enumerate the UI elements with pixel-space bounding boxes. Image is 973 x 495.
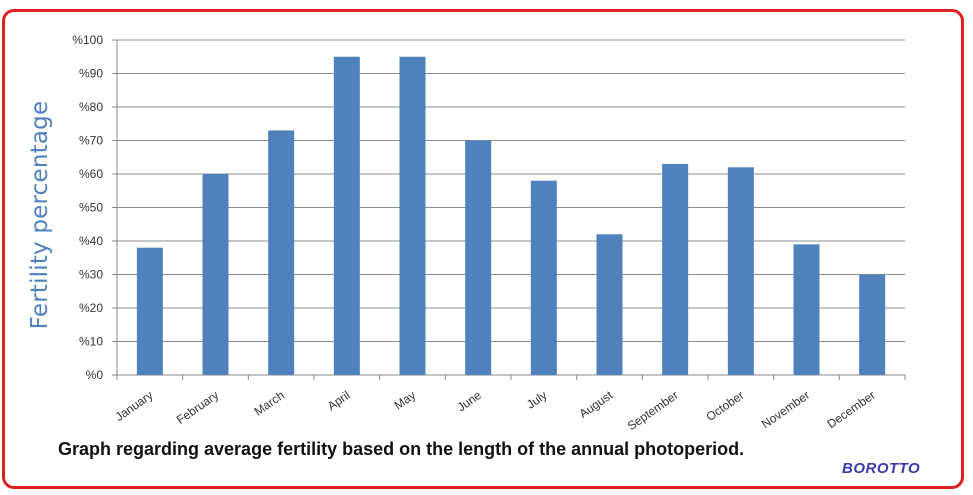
y-tick-label: %60 bbox=[79, 167, 103, 181]
x-tick-label: September bbox=[625, 388, 681, 433]
x-tick-label: May bbox=[392, 388, 419, 412]
y-tick-label: %20 bbox=[79, 301, 103, 315]
y-axis-label: Fertility percentage bbox=[27, 100, 53, 330]
y-tick-label: %50 bbox=[79, 201, 103, 215]
bar-march bbox=[268, 130, 295, 375]
x-tick-label: July bbox=[524, 388, 550, 412]
y-tick-label: %90 bbox=[79, 67, 103, 81]
x-tick-label: June bbox=[455, 388, 485, 415]
y-axis-ticks: %0 %10 %20 %30 %40 %50 %60 %70 %80 %90 %100 bbox=[72, 33, 103, 382]
bar-may bbox=[399, 56, 426, 375]
y-tick-label: %10 bbox=[79, 335, 103, 349]
y-tick-label: %30 bbox=[79, 268, 103, 282]
x-tick-label: August bbox=[577, 388, 616, 421]
bar-october bbox=[727, 167, 754, 375]
x-tick-label: April bbox=[325, 388, 353, 413]
bar-april bbox=[333, 56, 360, 375]
y-tick-label: %0 bbox=[86, 368, 104, 382]
bar-august bbox=[596, 234, 623, 375]
x-tick-label: December bbox=[825, 388, 878, 431]
bars bbox=[136, 56, 886, 375]
x-tick-label: February bbox=[174, 388, 221, 427]
y-tick-label: %80 bbox=[79, 100, 103, 114]
chart-title: Graph regarding average fertility based … bbox=[58, 439, 745, 459]
bar-september bbox=[662, 163, 689, 375]
x-tick-label: October bbox=[704, 388, 747, 424]
gridlines bbox=[112, 39, 906, 380]
y-tick-label: %70 bbox=[79, 134, 103, 148]
bar-february bbox=[202, 174, 229, 375]
y-tick-label: %40 bbox=[79, 234, 103, 248]
x-axis-ticks: January February March April May June July Augu… bbox=[113, 388, 878, 434]
x-tick-label: March bbox=[252, 388, 287, 419]
y-tick-label: %100 bbox=[72, 33, 103, 47]
x-tick-label: November bbox=[759, 388, 812, 431]
bar-january bbox=[136, 247, 163, 375]
x-tick-label: January bbox=[113, 388, 156, 424]
bar-december bbox=[859, 274, 886, 375]
bar-june bbox=[465, 140, 492, 375]
bar-november bbox=[793, 244, 820, 375]
credit-label: BOROTTO bbox=[842, 460, 921, 477]
bar-july bbox=[530, 180, 557, 375]
